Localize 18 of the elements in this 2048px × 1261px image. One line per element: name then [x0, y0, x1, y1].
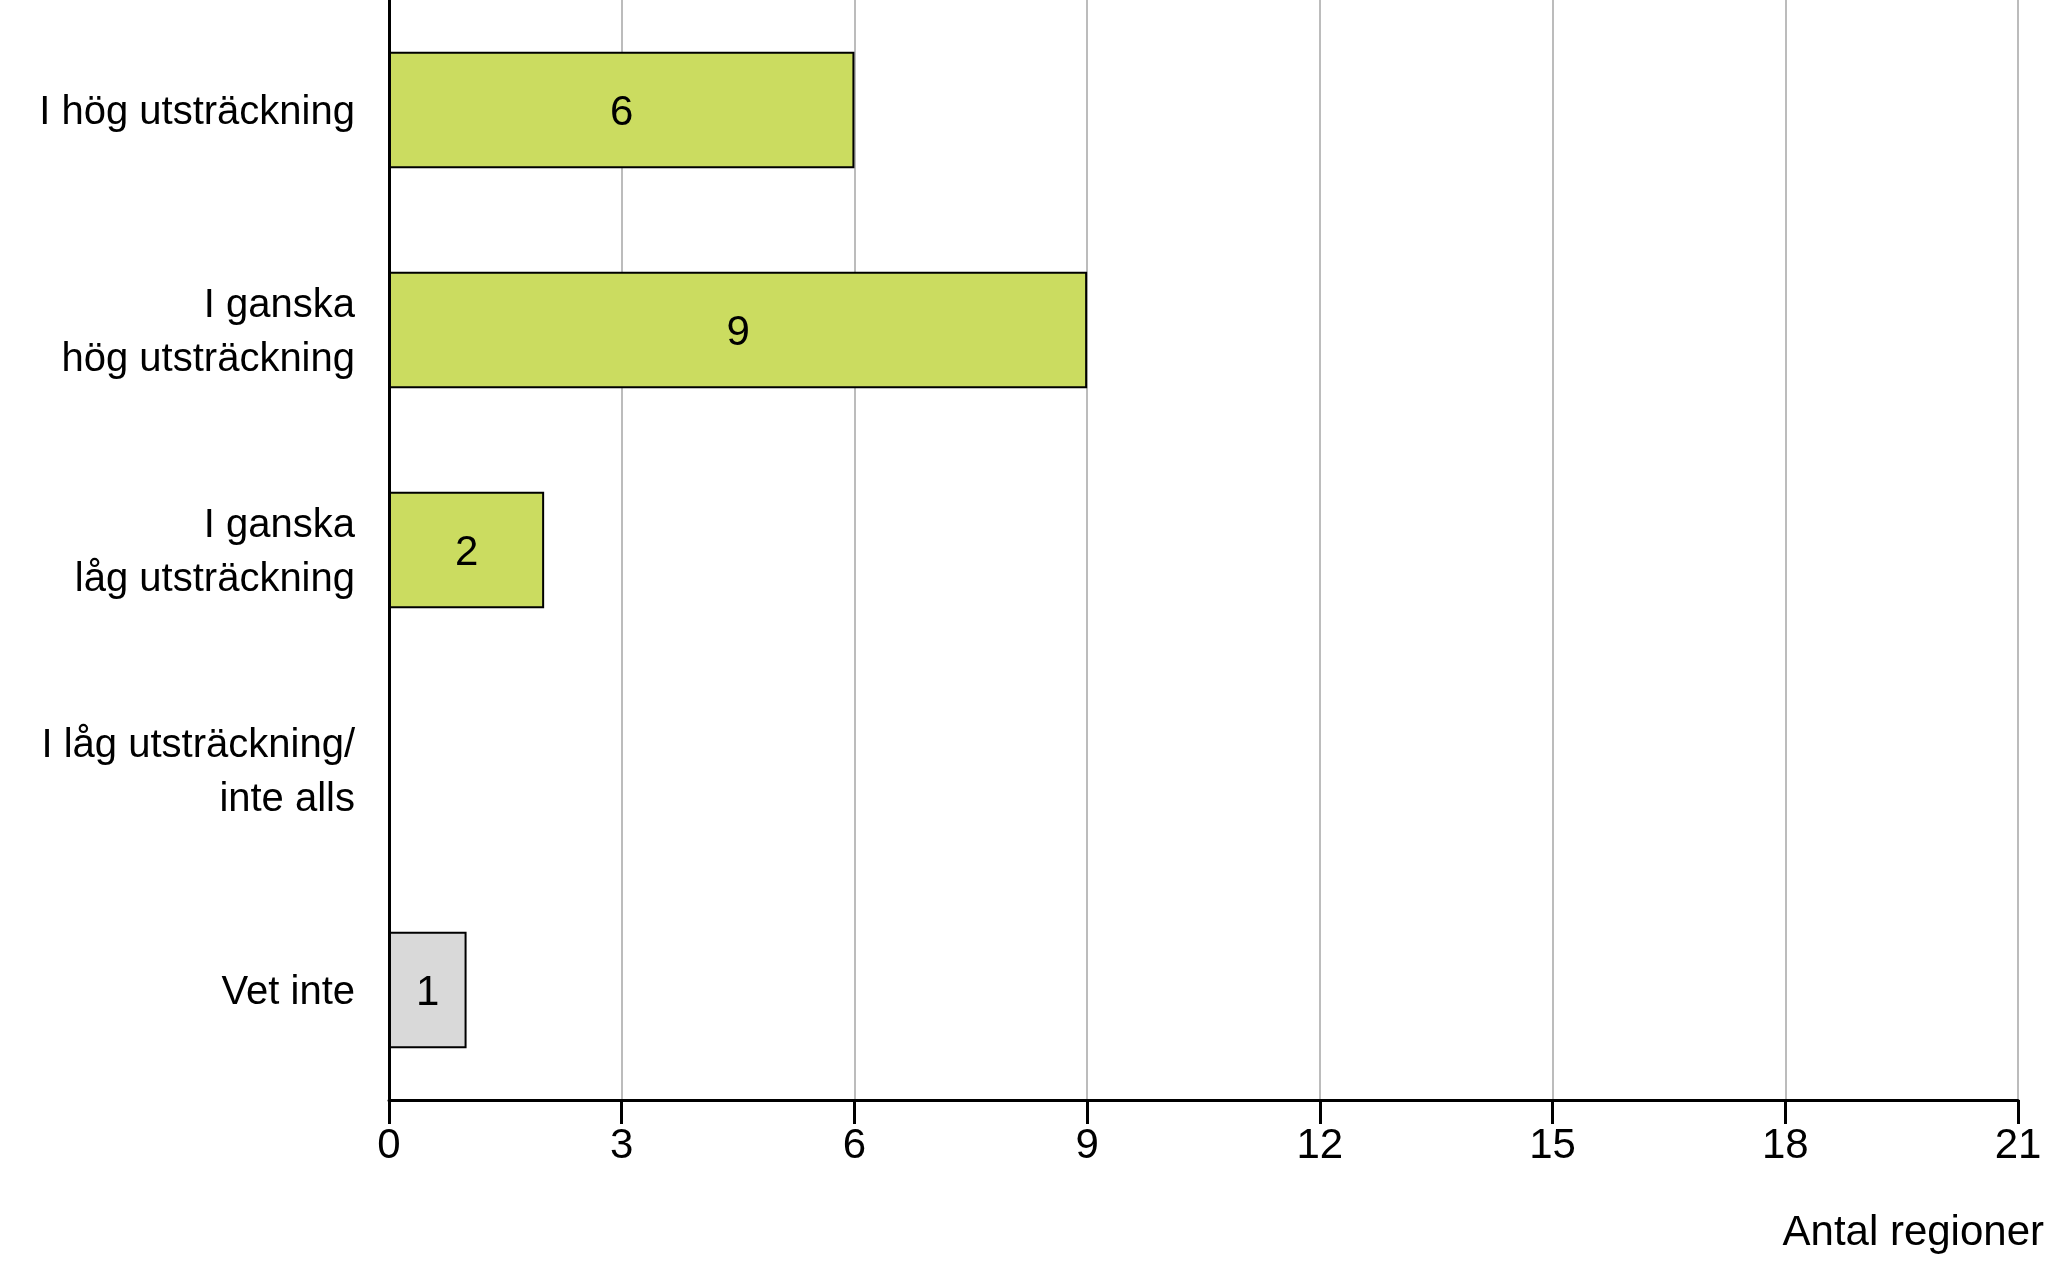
x-tick-label: 18 — [1761, 1119, 1809, 1167]
x-tick-label: 15 — [1529, 1119, 1576, 1167]
data-label: 2 — [454, 526, 479, 574]
x-tick-label: 6 — [842, 1119, 867, 1167]
y-tick-label: I ganska hög utsträckning — [61, 281, 356, 379]
data-label: 9 — [726, 306, 750, 354]
y-tick-label: I hög utsträckning — [39, 88, 355, 132]
x-tick-label: 3 — [610, 1119, 634, 1167]
x-tick-label: 9 — [1075, 1119, 1099, 1167]
data-label: 6 — [610, 86, 634, 134]
x-tick-label: 21 — [1994, 1119, 2042, 1167]
y-tick-label: Vet inte — [221, 968, 355, 1012]
x-axis-title: Antal regioner — [1782, 1206, 2045, 1254]
data-label: 1 — [416, 966, 440, 1014]
x-tick-label: 0 — [377, 1119, 401, 1167]
y-tick-label: I låg utsträckning/ inte alls — [41, 721, 356, 819]
x-tick-label: 12 — [1296, 1119, 1344, 1167]
y-tick-label: I ganska låg utsträckning — [74, 501, 356, 599]
